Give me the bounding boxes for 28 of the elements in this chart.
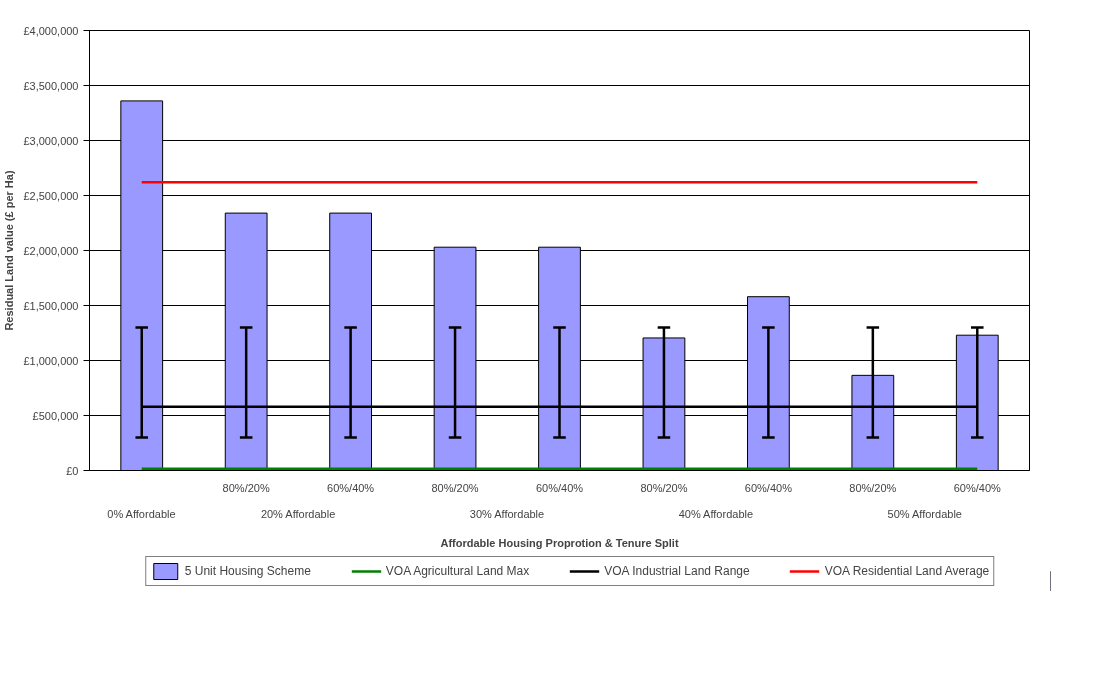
legend-label: 5 Unit Housing Scheme — [184, 564, 311, 578]
x-tick-label: 80%/20% — [640, 481, 688, 494]
y-tick-label: £4,000,000 — [23, 24, 79, 37]
x-tick-label: 80%/20% — [849, 481, 897, 494]
text: 20% Affordable — [260, 507, 336, 520]
legend-label: VOA Residential Land Average — [824, 564, 990, 578]
text: 50% Affordable — [887, 507, 962, 520]
x-tick-label: 60%/40% — [535, 481, 584, 494]
legend-label: VOA Agricultural Land Max — [385, 564, 530, 578]
x-tick-label: 80%/20% — [222, 481, 270, 494]
y-axis-title: Residual Land value (£ per Ha) — [3, 170, 16, 331]
text: 0% Affordable — [107, 507, 176, 520]
y-tick-label: £3,500,000 — [23, 79, 79, 92]
y-tick-label: £0 — [66, 464, 79, 477]
x-tick-label: 60%/40% — [953, 481, 1002, 494]
legend-label: VOA Industrial Land Range — [604, 564, 750, 578]
y-tick-label: £1,500,000 — [23, 299, 79, 312]
y-tick-label: £500,000 — [32, 409, 79, 422]
y-tick-label: £3,000,000 — [23, 134, 79, 147]
text: 30% Affordable — [469, 507, 545, 520]
y-tick-label: £2,500,000 — [23, 189, 79, 202]
y-tick-label: £2,000,000 — [23, 244, 79, 257]
y-tick-label: £1,000,000 — [23, 354, 79, 367]
x-tick-label: 60%/40% — [744, 481, 793, 494]
x-tick-label: 60%/40% — [327, 481, 375, 494]
text: 40% Affordable — [678, 507, 754, 520]
x-axis-title: Affordable Housing Proprotion & Tenure Split — [440, 536, 679, 549]
x-tick-label: 80%/20% — [431, 481, 479, 494]
